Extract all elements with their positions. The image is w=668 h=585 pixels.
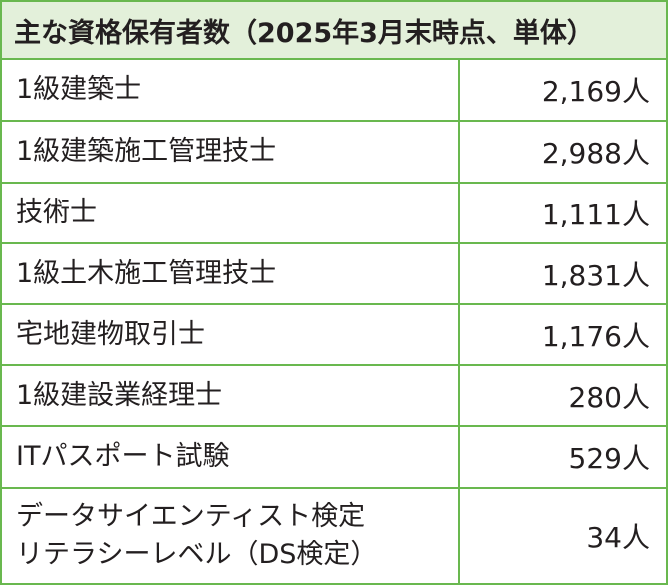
holder-count: 280人 — [568, 380, 650, 414]
holder-count: 2,988人 — [541, 137, 650, 170]
table-row: 1級建築施工管理技士 2,988人 — [2, 122, 666, 184]
qualification-name: 宅地建物取引士 — [2, 305, 460, 364]
table-row: 1級建築士 2,169人 — [2, 60, 666, 122]
holder-count: 34人 — [586, 521, 650, 554]
qualification-name: 技術士 — [2, 184, 460, 242]
table-row: 宅地建物取引士 1,176人 — [2, 305, 666, 366]
table-row: 1級建設業経理士 280人 — [2, 366, 666, 427]
holder-count: 1,831人 — [541, 258, 650, 292]
qualification-name: ITパスポート試験 — [2, 427, 460, 487]
table-row: 1級土木施工管理技士 1,831人 — [2, 244, 666, 305]
qualification-name: 1級建築施工管理技士 — [2, 122, 460, 182]
holder-count: 529人 — [568, 442, 650, 475]
qualification-name: 1級建築士 — [2, 60, 460, 120]
holder-count: 2,169人 — [541, 75, 650, 108]
table-title: 主な資格保有者数（2025年3月末時点、単体） — [14, 17, 594, 49]
table-header: 主な資格保有者数（2025年3月末時点、単体） — [2, 2, 666, 60]
qualification-name: 1級土木施工管理技士 — [2, 244, 460, 303]
table-row: データサイエンティスト検定 リテラシーレベル（DS検定） 34人 — [2, 489, 666, 583]
qualification-name: データサイエンティスト検定 リテラシーレベル（DS検定） — [2, 489, 460, 583]
holder-count: 1,111人 — [541, 198, 650, 231]
table-row: 技術士 1,111人 — [2, 184, 666, 244]
qualification-name: 1級建設業経理士 — [2, 366, 460, 425]
table-row: ITパスポート試験 529人 — [2, 427, 666, 489]
holder-count: 1,176人 — [541, 319, 650, 353]
